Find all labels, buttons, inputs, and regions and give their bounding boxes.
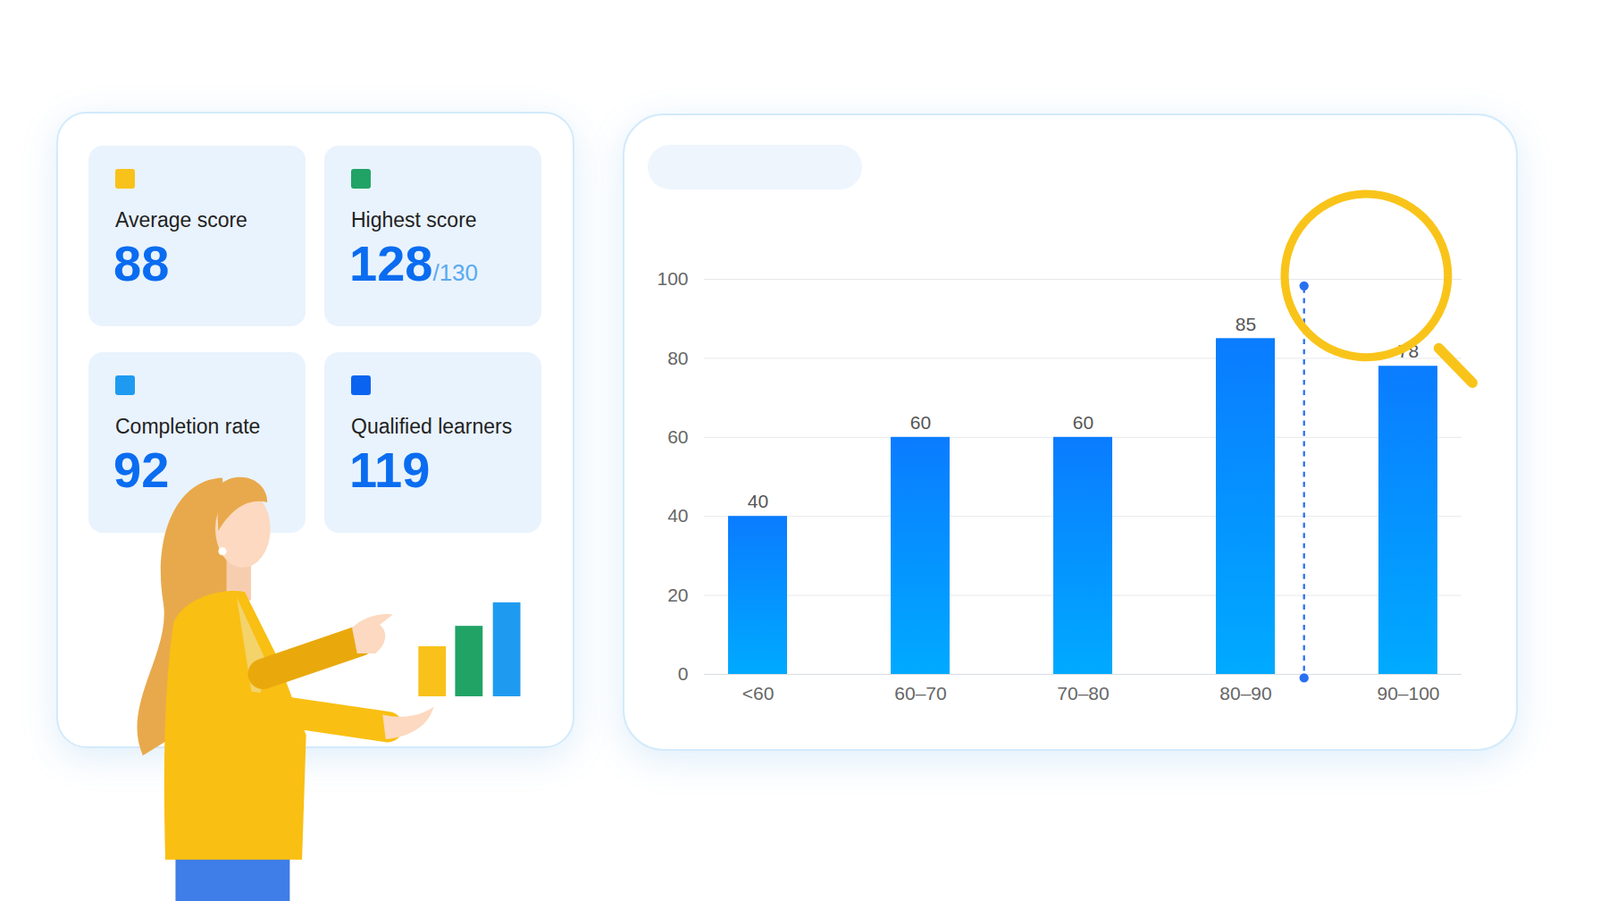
svg-text:60: 60: [1072, 411, 1094, 433]
svg-text:60–70: 60–70: [894, 682, 947, 704]
html-text:Qualified learners: Qualified learners: [351, 414, 513, 438]
svg-text:80–90: 80–90: [1219, 682, 1272, 704]
svg-text:20: 20: [667, 584, 688, 605]
svg-text:0: 0: [678, 662, 689, 684]
html-text:/130: /130: [432, 259, 478, 286]
svg-text:<60: <60: [742, 682, 775, 704]
svg-text:90–100: 90–100: [1376, 682, 1440, 704]
svg-text:80: 80: [667, 347, 688, 369]
svg-text:70–80: 70–80: [1056, 682, 1109, 704]
html-text:128: 128: [349, 234, 433, 292]
svg-text:100: 100: [656, 268, 688, 289]
svg-text:60: 60: [910, 411, 931, 433]
svg-text:78: 78: [1398, 340, 1419, 361]
svg-text:60: 60: [667, 426, 688, 447]
html-text:Highest score: Highest score: [351, 208, 477, 232]
html-text:92: 92: [113, 441, 170, 498]
html-text:119: 119: [349, 441, 430, 498]
html-text:Completion rate: Completion rate: [115, 414, 261, 438]
svg-text:40: 40: [667, 504, 688, 526]
svg-text:85: 85: [1235, 313, 1257, 335]
html-text:88: 88: [113, 234, 170, 292]
html-text:Average score: Average score: [115, 208, 248, 232]
svg-text:40: 40: [747, 490, 769, 511]
